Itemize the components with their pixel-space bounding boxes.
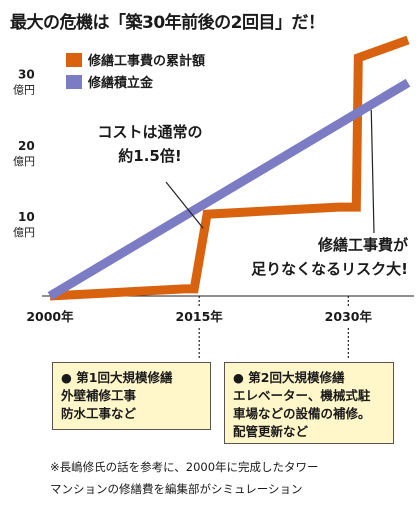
chart: 10 億円 20 億円 30 億円 2000年 2015年 2030年 修繕工事費の累計額修繕積立… [13, 35, 414, 360]
y-tick-label: 20 [18, 139, 35, 153]
first-renovation-note: ● 第1回大規模修繕 外壁補修工事 防水工事など [52, 362, 211, 430]
annotation-text: コストは通常の [97, 123, 202, 141]
annotation-backdrop [262, 232, 412, 284]
legend-swatch [66, 53, 82, 67]
second-renovation-item: 車場などの設備の補修。 [233, 406, 371, 421]
legend-swatch [66, 75, 82, 89]
y-tick-label: 10 [18, 210, 35, 224]
footnote: ※長嶋修氏の話を参考に、2000年に完成したタワー マンションの修繕費を編集部が… [50, 456, 410, 500]
annotation-pointer [370, 109, 375, 234]
y-tick-unit: 億円 [13, 84, 35, 97]
y-tick-label: 30 [18, 68, 35, 82]
x-tick-label: 2015年 [176, 309, 224, 324]
chart-title: 最大の危機は「築30年前後の2回目」だ！ [10, 13, 325, 33]
y-tick-unit: 億円 [13, 226, 35, 239]
annotation-text: 修繕工事費が [317, 236, 409, 254]
annotation-pointer [165, 181, 204, 229]
second-renovation-item: エレベーター、機械式駐 [233, 388, 371, 403]
first-renovation-heading: ● 第1回大規模修繕 [61, 370, 173, 385]
footnote-line: ※長嶋修氏の話を参考に、2000年に完成したタワー [50, 460, 319, 474]
series-line-2 [47, 78, 411, 300]
series-line-1 [49, 35, 410, 301]
second-renovation-heading: ● 第2回大規模修繕 [233, 370, 345, 385]
annotation-text: 足りなくなるリスク大! [251, 260, 408, 278]
second-renovation-item: 配管更新など [233, 424, 309, 439]
footnote-line: マンションの修繕費を編集部がシミュレーション [50, 482, 303, 496]
x-tick-label: 2030年 [325, 309, 373, 324]
y-tick-unit: 億円 [13, 155, 35, 168]
legend-label: 修繕積立金 [87, 75, 154, 91]
first-renovation-item: 防水工事など [61, 406, 137, 421]
annotation-backdrop [86, 118, 214, 172]
annotation-text: 約1.5倍! [118, 147, 181, 165]
first-renovation-item: 外壁補修工事 [61, 388, 137, 403]
x-tick-label: 2000年 [26, 309, 74, 324]
second-renovation-note: ● 第2回大規模修繕 エレベーター、機械式駐 車場などの設備の補修。 配管更新な… [224, 362, 394, 444]
legend-label: 修繕工事費の累計額 [87, 53, 205, 69]
